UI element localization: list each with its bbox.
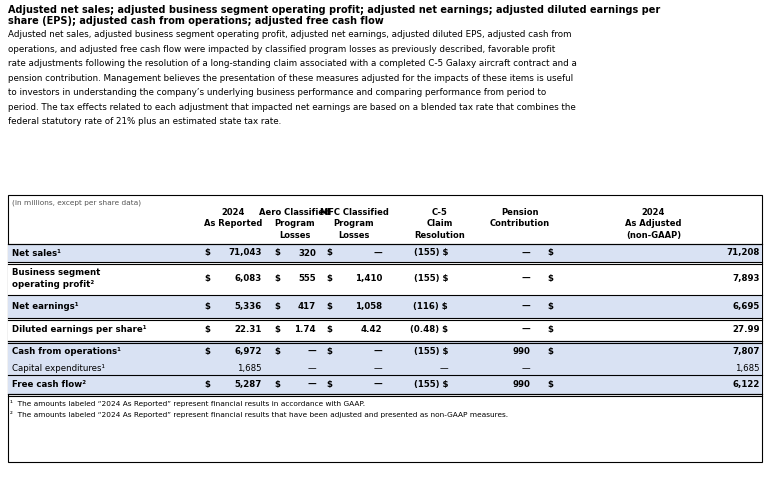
Text: 4.42: 4.42 [360, 325, 382, 334]
Text: (in millions, except per share data): (in millions, except per share data) [12, 199, 141, 206]
Text: $: $ [274, 248, 280, 258]
Text: $: $ [204, 347, 210, 356]
Text: $: $ [204, 248, 210, 258]
Text: 71,208: 71,208 [727, 248, 760, 258]
Text: 6,122: 6,122 [732, 380, 760, 389]
Text: $: $ [547, 325, 553, 334]
Text: —: — [307, 380, 316, 389]
Text: 990: 990 [512, 380, 530, 389]
Text: Adjusted net sales, adjusted business segment operating profit, adjusted net ear: Adjusted net sales, adjusted business se… [8, 30, 571, 39]
Text: —: — [307, 364, 316, 373]
Text: $: $ [326, 274, 332, 283]
Text: 6,972: 6,972 [235, 347, 262, 356]
Text: Aero Classified
Program
Losses: Aero Classified Program Losses [259, 208, 330, 240]
Text: to investors in understanding the company’s underlying business performance and : to investors in understanding the compan… [8, 88, 546, 97]
Text: 555: 555 [299, 274, 316, 283]
Text: —: — [521, 302, 530, 311]
Text: rate adjustments following the resolution of a long-standing claim associated wi: rate adjustments following the resolutio… [8, 59, 577, 68]
Text: $: $ [326, 347, 332, 356]
Text: ¹  The amounts labeled “2024 As Reported” represent financial results in accorda: ¹ The amounts labeled “2024 As Reported”… [10, 400, 365, 407]
Text: Adjusted net sales; adjusted business segment operating profit; adjusted net ear: Adjusted net sales; adjusted business se… [8, 5, 660, 15]
Text: $: $ [274, 380, 280, 389]
Bar [8, 375, 762, 394]
Text: pension contribution. Management believes the presentation of these measures adj: pension contribution. Management believe… [8, 73, 573, 82]
Text: 1,058: 1,058 [355, 302, 382, 311]
Text: Capital expenditures¹: Capital expenditures¹ [12, 364, 105, 373]
Text: 417: 417 [298, 302, 316, 311]
Text: 1,685: 1,685 [237, 364, 262, 373]
Text: —: — [521, 325, 530, 334]
Text: $: $ [204, 302, 210, 311]
Text: MFC Classified
Program
Losses: MFC Classified Program Losses [320, 208, 388, 240]
Text: 71,043: 71,043 [229, 248, 262, 258]
Text: Diluted earnings per share¹: Diluted earnings per share¹ [12, 325, 146, 334]
Text: (155) $: (155) $ [413, 380, 448, 389]
Text: —: — [373, 364, 382, 373]
Bar [8, 318, 762, 341]
Text: 1,685: 1,685 [735, 364, 760, 373]
Text: $: $ [547, 274, 553, 283]
Text: $: $ [326, 325, 332, 334]
Text: —: — [440, 364, 448, 373]
Text: $: $ [326, 248, 332, 258]
Text: period. The tax effects related to each adjustment that impacted net earnings ar: period. The tax effects related to each … [8, 103, 576, 112]
Text: federal statutory rate of 21% plus an estimated state tax rate.: federal statutory rate of 21% plus an es… [8, 117, 281, 126]
Text: 320: 320 [298, 248, 316, 258]
Text: 1.74: 1.74 [294, 325, 316, 334]
Text: $: $ [204, 325, 210, 334]
Bar [8, 295, 762, 318]
Text: Free cash flow²: Free cash flow² [12, 380, 86, 389]
Text: 1,410: 1,410 [355, 274, 382, 283]
Text: $: $ [547, 347, 553, 356]
Text: —: — [373, 347, 382, 356]
Text: C-5
Claim
Resolution: C-5 Claim Resolution [414, 208, 465, 240]
Text: 2024
As Reported: 2024 As Reported [204, 208, 263, 228]
Text: $: $ [547, 380, 553, 389]
Text: 5,287: 5,287 [235, 380, 262, 389]
Bar [8, 362, 762, 375]
Text: 990: 990 [512, 347, 530, 356]
Text: —: — [521, 274, 530, 283]
Text: ²  The amounts labeled “2024 As Reported” represent financial results that have : ² The amounts labeled “2024 As Reported”… [10, 411, 508, 418]
Text: —: — [307, 347, 316, 356]
Text: 22.31: 22.31 [235, 325, 262, 334]
Text: 7,807: 7,807 [732, 347, 760, 356]
Text: —: — [521, 364, 530, 373]
Text: share (EPS); adjusted cash from operations; adjusted free cash flow: share (EPS); adjusted cash from operatio… [8, 16, 383, 26]
Bar [8, 195, 762, 462]
Text: $: $ [204, 380, 210, 389]
Text: 6,083: 6,083 [235, 274, 262, 283]
Text: $: $ [274, 274, 280, 283]
Text: $: $ [547, 248, 553, 258]
Text: Business segment
operating profit²: Business segment operating profit² [12, 269, 100, 289]
Text: Net sales¹: Net sales¹ [12, 248, 61, 258]
Bar [8, 244, 762, 262]
Text: $: $ [274, 302, 280, 311]
Text: operations, and adjusted free cash flow were impacted by classified program loss: operations, and adjusted free cash flow … [8, 44, 555, 53]
Bar [8, 341, 762, 362]
Text: 2024
As Adjusted
(non-GAAP): 2024 As Adjusted (non-GAAP) [625, 208, 681, 240]
Text: —: — [521, 248, 530, 258]
Text: (155) $: (155) $ [413, 274, 448, 283]
Text: —: — [373, 380, 382, 389]
Text: $: $ [274, 347, 280, 356]
Text: $: $ [274, 325, 280, 334]
Text: $: $ [547, 302, 553, 311]
Text: (155) $: (155) $ [413, 347, 448, 356]
Text: $: $ [204, 274, 210, 283]
Text: (155) $: (155) $ [413, 248, 448, 258]
Text: (0.48) $: (0.48) $ [410, 325, 448, 334]
Text: 6,695: 6,695 [733, 302, 760, 311]
Text: Pension
Contribution: Pension Contribution [490, 208, 550, 228]
Text: Net earnings¹: Net earnings¹ [12, 302, 79, 311]
Text: 27.99: 27.99 [732, 325, 760, 334]
Text: $: $ [326, 302, 332, 311]
Text: —: — [373, 248, 382, 258]
Text: (116) $: (116) $ [413, 302, 448, 311]
Text: 5,336: 5,336 [235, 302, 262, 311]
Text: 7,893: 7,893 [732, 274, 760, 283]
Text: Cash from operations¹: Cash from operations¹ [12, 347, 121, 356]
Text: $: $ [326, 380, 332, 389]
Bar [8, 262, 762, 295]
